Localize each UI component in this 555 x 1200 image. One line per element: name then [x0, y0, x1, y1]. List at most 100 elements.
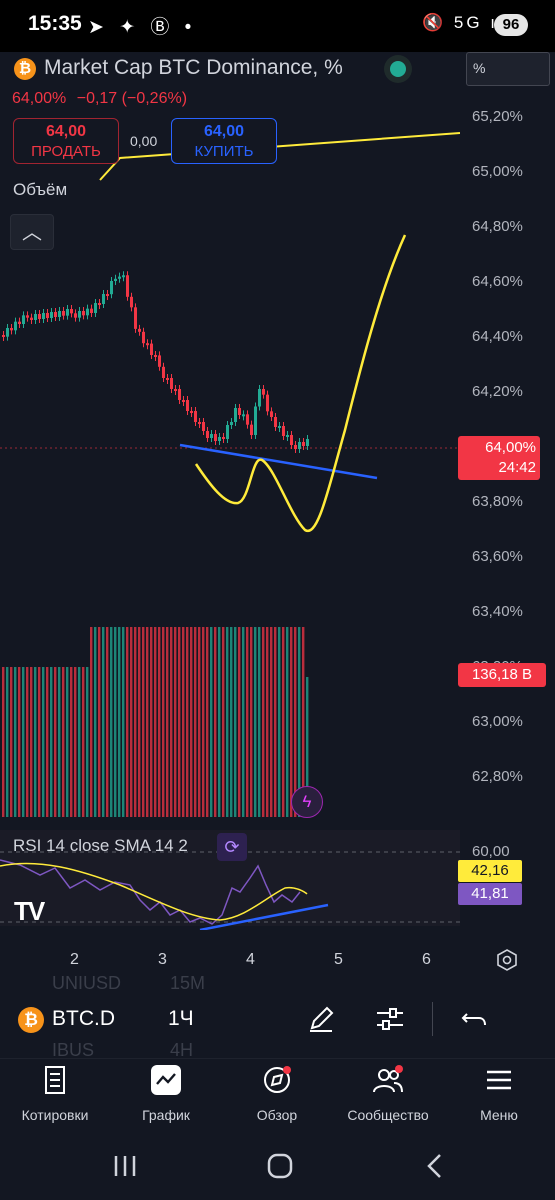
volume-bar	[266, 627, 269, 817]
volume-bar	[290, 627, 293, 817]
candle	[14, 321, 17, 331]
nav-menu[interactable]: Меню	[444, 1062, 554, 1123]
undo-icon[interactable]	[457, 1002, 491, 1036]
candle	[26, 315, 29, 318]
candle	[70, 309, 73, 314]
indicators-icon[interactable]	[373, 1002, 407, 1036]
home-icon[interactable]	[266, 1152, 294, 1180]
lightning-icon[interactable]: ϟ	[291, 786, 323, 818]
candle	[294, 445, 297, 449]
nav-community[interactable]: Сообщество	[333, 1062, 443, 1123]
volume-bar	[126, 627, 129, 817]
market-status-icon[interactable]	[390, 61, 406, 77]
ghost-interval: 15M	[170, 973, 206, 993]
price-badge-value: 64,00%	[485, 439, 536, 456]
candle	[194, 411, 197, 422]
chart-icon	[151, 1065, 181, 1095]
sell-button[interactable]: 64,00 ПРОДАТЬ	[13, 118, 119, 164]
candle	[178, 389, 181, 400]
volume-bar	[94, 627, 97, 817]
candle	[130, 296, 133, 308]
volume-bar	[242, 627, 245, 817]
candle	[94, 303, 97, 313]
volume-bar	[202, 627, 205, 817]
volume-badge: 136,18 B	[458, 663, 546, 687]
candle	[266, 394, 269, 412]
scale-button[interactable]: %	[466, 52, 550, 86]
bitcoin-icon[interactable]: ₿	[18, 1007, 44, 1033]
candle	[34, 314, 37, 320]
candle	[290, 435, 293, 445]
symbol-title[interactable]: Market Cap BTC Dominance, %	[44, 56, 343, 79]
candle	[58, 311, 61, 317]
settings-icon[interactable]	[495, 948, 519, 972]
volume-bar	[50, 667, 53, 817]
system-navigation	[0, 1138, 555, 1200]
volume-bar	[154, 627, 157, 817]
candle	[270, 411, 273, 417]
volume-bar	[250, 627, 253, 817]
volume-bar	[34, 667, 37, 817]
volume-bar	[306, 677, 309, 817]
time-tick: 4	[246, 951, 255, 968]
back-icon[interactable]	[424, 1152, 446, 1180]
volume-bar	[130, 627, 133, 817]
candle	[278, 426, 281, 428]
volume-bar	[278, 627, 281, 817]
price-tick: 64,40%	[472, 328, 523, 345]
volume-bar	[274, 627, 277, 817]
volume-bar	[286, 627, 289, 817]
candle	[122, 275, 125, 278]
rsi-label[interactable]: RSI 14 close SMA 14 2	[13, 836, 188, 855]
candle	[286, 435, 289, 437]
volume-bar	[62, 667, 65, 817]
rsi-line	[0, 859, 301, 925]
refresh-icon[interactable]: ⟳	[217, 833, 247, 861]
bottom-navigation	[0, 1058, 555, 1139]
chevron-up-icon[interactable]: ︿	[10, 214, 54, 250]
price-chart[interactable]	[0, 90, 460, 830]
candle	[158, 355, 161, 367]
price-tick: 65,20%	[472, 108, 523, 125]
candle	[22, 315, 25, 324]
candle	[150, 343, 153, 355]
symbol-selector[interactable]: BTC.D	[52, 1007, 115, 1030]
candle	[102, 294, 105, 304]
volume-bar	[298, 627, 301, 817]
candle	[210, 434, 213, 438]
volume-bar	[238, 627, 241, 817]
quote-line: 64,00% −0,17 (−0,26%)	[12, 90, 187, 108]
volume-bar	[146, 627, 149, 817]
volume-bar	[26, 667, 29, 817]
volume-label[interactable]: Объём	[13, 180, 68, 199]
nav-explore[interactable]: Обзор	[222, 1062, 332, 1123]
price-tick: 63,80%	[472, 493, 523, 510]
last-price-badge: 64,00% 24:42	[458, 436, 540, 480]
nav-watchlist[interactable]: Котировки	[0, 1062, 110, 1123]
pencil-icon[interactable]	[304, 1002, 338, 1036]
nav-chart[interactable]: График	[111, 1062, 221, 1123]
last-price: 64,00%	[12, 90, 67, 107]
volume-bar	[210, 627, 213, 817]
volume-bar	[222, 627, 225, 817]
recent-apps-icon[interactable]	[112, 1154, 138, 1178]
candles	[2, 271, 309, 453]
candle	[274, 417, 277, 427]
interval-selector[interactable]: 1Ч	[168, 1007, 194, 1030]
candle	[206, 431, 209, 438]
battery-icon: 96	[494, 14, 528, 36]
candle	[226, 425, 229, 439]
buy-label: КУПИТЬ	[194, 143, 254, 160]
candle	[258, 389, 261, 407]
rsi-chart	[0, 851, 460, 930]
volume-bar	[142, 627, 145, 817]
candle	[162, 366, 165, 378]
candle	[186, 400, 189, 411]
candle	[222, 437, 225, 439]
buy-button[interactable]: 64,00 КУПИТЬ	[171, 118, 277, 164]
volume-bar	[194, 627, 197, 817]
volume-bar	[254, 627, 257, 817]
candle	[154, 355, 157, 357]
candle	[202, 422, 205, 431]
menu-icon	[487, 1070, 511, 1090]
